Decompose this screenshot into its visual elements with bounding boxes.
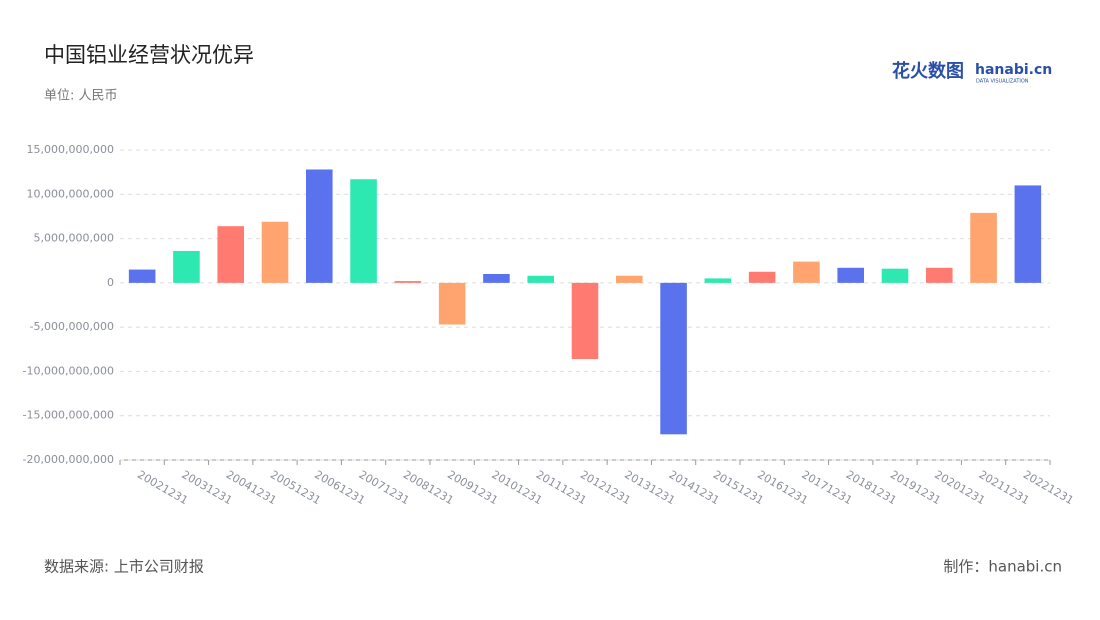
bar [881,268,909,283]
bar [571,282,599,360]
bar [306,169,333,283]
bar [926,267,953,283]
bar [616,275,643,283]
y-tick-label: 5,000,000,000 [34,232,114,245]
subtitle: 单位: 人民币 [44,89,118,104]
bar [483,274,510,283]
logo-brand: 花火数图 [892,60,964,82]
bar [748,271,776,283]
bar [1014,185,1042,283]
source: 数据来源: 上市公司财报 [44,558,204,576]
bar [837,267,864,283]
bar [128,269,156,283]
bar [261,221,289,283]
bar [970,212,997,283]
logo-site: hanabi.cn [975,62,1052,78]
y-tick-label: 0 [107,276,114,289]
bar [350,179,377,283]
chart-title: 中国铝业经营状况优异 [44,43,254,67]
y-tick-label: -15,000,000,000 [23,409,114,422]
y-tick-label: -5,000,000,000 [30,320,114,333]
bar [217,226,244,283]
logo-tagline: DATA VISUALIZATION [976,79,1029,85]
credit: 制作：hanabi.cn [943,558,1062,576]
y-tick-label: -10,000,000,000 [23,364,114,377]
y-tick-label: 10,000,000,000 [27,187,114,200]
y-tick-label: 15,000,000,000 [27,143,114,156]
bar [438,282,466,325]
bar [173,250,200,283]
y-tick-label: -20,000,000,000 [23,453,114,466]
bar [704,278,732,283]
bar [527,275,554,283]
bar [660,282,687,435]
bar [793,261,820,283]
bar [394,281,422,283]
